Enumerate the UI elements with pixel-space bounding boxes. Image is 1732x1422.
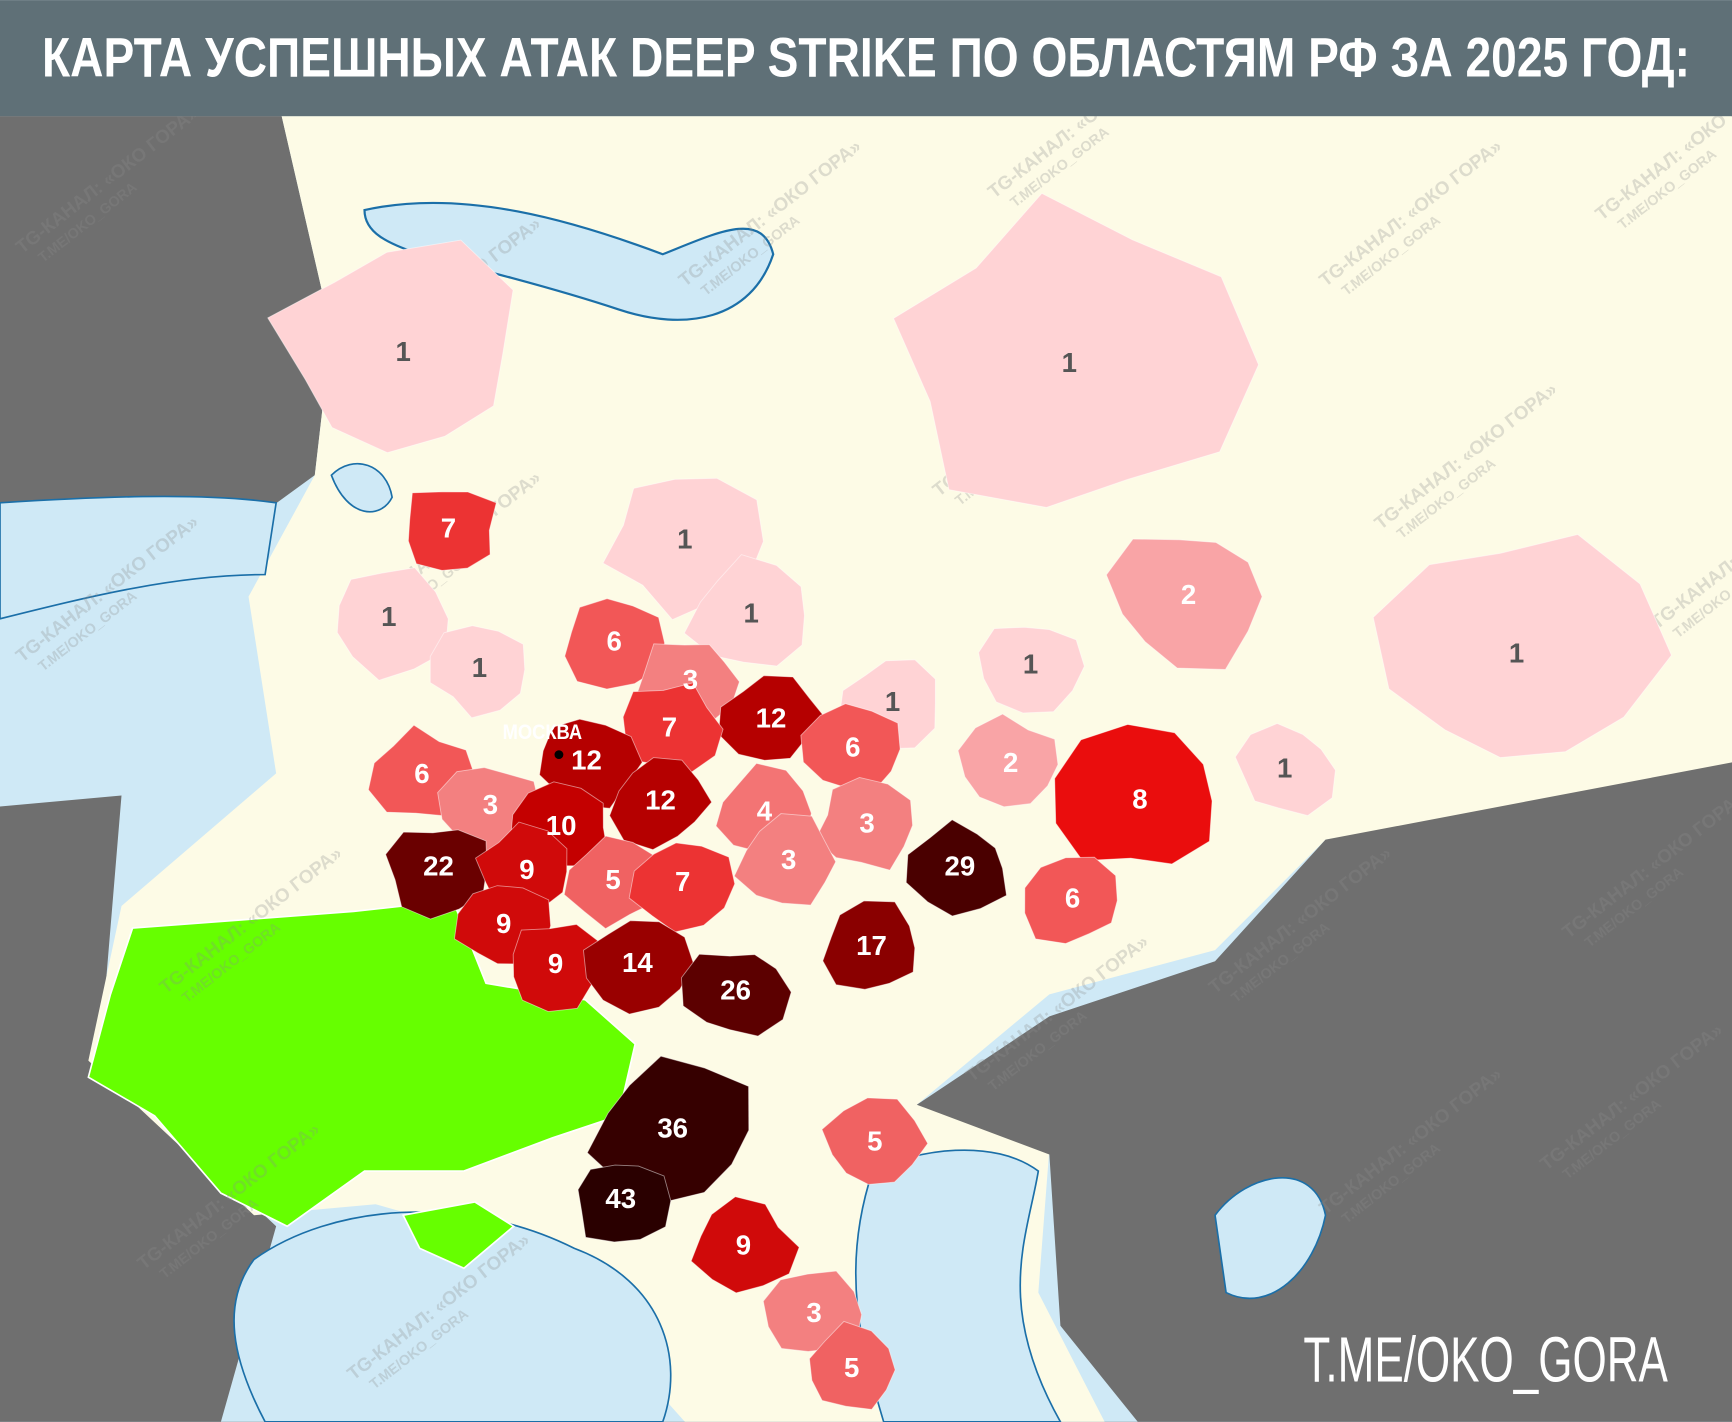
crimea <box>401 1201 516 1270</box>
region-label: 43 <box>605 1183 636 1214</box>
region <box>683 554 805 667</box>
region <box>609 757 713 851</box>
region-label: 1 <box>1062 347 1077 378</box>
footer: T.ME/OKO_GORA <box>1303 1323 1668 1395</box>
region-label: 1 <box>1023 649 1038 680</box>
region <box>957 713 1059 808</box>
region-label: 1 <box>472 652 487 683</box>
region <box>429 625 526 719</box>
region-label: 17 <box>856 930 887 961</box>
capital-label: МОСКВА <box>503 721 583 744</box>
land-grey-southwest <box>0 795 277 1422</box>
region <box>978 626 1085 714</box>
regions <box>267 192 1672 1410</box>
region <box>822 900 916 990</box>
region-label: 1 <box>395 336 410 367</box>
region <box>892 192 1260 508</box>
region-label: 2 <box>1181 579 1196 610</box>
baltic-sea <box>0 495 278 620</box>
region <box>267 239 514 454</box>
region-label: 12 <box>645 784 676 815</box>
region <box>577 1164 672 1243</box>
region <box>1372 534 1672 758</box>
region-label: 3 <box>683 664 698 695</box>
region-label: 1 <box>885 686 900 717</box>
region <box>905 819 1007 917</box>
region-label: 9 <box>496 908 511 939</box>
region-label: 8 <box>1132 783 1147 814</box>
region <box>336 567 449 681</box>
land-grey-west <box>0 116 332 597</box>
region <box>690 1196 800 1294</box>
title-bar <box>0 0 1732 117</box>
region-label: 9 <box>519 854 534 885</box>
region <box>564 598 666 690</box>
region <box>582 920 695 1015</box>
region-label: 12 <box>756 703 787 734</box>
region-label: 1 <box>743 598 758 629</box>
region-label: 7 <box>662 712 677 743</box>
region-label: 4 <box>757 795 773 826</box>
region <box>821 1097 929 1185</box>
region <box>628 842 736 933</box>
region-label: 10 <box>546 810 577 841</box>
region-label: 2 <box>1003 747 1018 778</box>
region <box>808 1320 896 1410</box>
region <box>1105 538 1263 670</box>
region <box>718 675 828 761</box>
region-label: 1 <box>381 601 396 632</box>
region <box>733 813 837 906</box>
aral-sea <box>1214 1177 1327 1300</box>
region-label: 3 <box>806 1297 821 1328</box>
region <box>512 923 606 1013</box>
region <box>680 953 792 1037</box>
region-label: 7 <box>441 513 456 544</box>
region-label: 36 <box>657 1112 688 1143</box>
region-label: 6 <box>1065 883 1080 914</box>
region <box>814 777 914 871</box>
region <box>407 491 497 571</box>
capital-dot <box>554 750 564 760</box>
region-label: 3 <box>483 789 498 820</box>
region-label: 5 <box>605 864 620 895</box>
region-label: 29 <box>945 851 976 882</box>
region-label: 1 <box>1509 638 1524 669</box>
region-label: 1 <box>1277 752 1292 783</box>
region-label: 12 <box>571 745 602 776</box>
region <box>1054 724 1213 865</box>
black-sea <box>233 1211 672 1422</box>
region-label: 14 <box>622 947 653 978</box>
region-label: 6 <box>414 758 429 789</box>
region-label: 7 <box>675 866 690 897</box>
region-label: 3 <box>859 808 874 839</box>
region-label: 1 <box>677 524 692 555</box>
region <box>1024 856 1118 944</box>
region-label: 6 <box>606 625 621 656</box>
region-label: 9 <box>736 1230 751 1261</box>
lake-ladoga <box>330 463 393 513</box>
region-label: 6 <box>845 731 860 762</box>
region-label: 26 <box>720 974 751 1005</box>
region <box>622 682 724 773</box>
region-label: 5 <box>844 1352 859 1383</box>
region <box>1234 723 1336 817</box>
region-label: 22 <box>423 851 454 882</box>
region-label: 9 <box>548 948 563 979</box>
land-grey-southeast <box>916 762 1732 1422</box>
region-label: 3 <box>781 844 796 875</box>
region-label: 5 <box>867 1126 882 1157</box>
title: КАРТА УСПЕШНЫХ АТАК DEEP STRIKE ПО ОБЛАС… <box>42 27 1690 89</box>
